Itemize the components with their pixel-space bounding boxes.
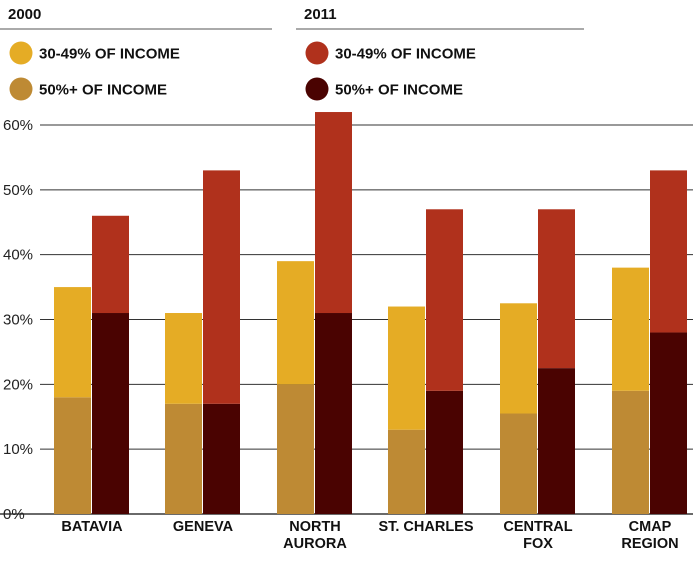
bar-2011-50plus-2 (315, 313, 352, 514)
legend-label-2000-1: 50%+ OF INCOME (39, 82, 167, 99)
x-category-label-line: BATAVIA (61, 519, 123, 535)
x-category-label-4: CENTRAL FOX (503, 519, 572, 552)
bar-2000-50plus-5 (612, 390, 649, 514)
legend-title-2011: 2011 (304, 6, 337, 23)
bar-2011-30-49-2 (315, 112, 352, 314)
x-category-label-line: GENEVA (173, 519, 234, 535)
x-category-label-3: ST. CHARLES (378, 519, 473, 535)
bar-2011-50plus-1 (203, 403, 240, 514)
y-tick-label-5: 50% (3, 182, 33, 199)
bar-2000-50plus-2 (277, 384, 314, 514)
x-category-label-2: NORTH AURORA (283, 519, 347, 552)
x-category-label-line: CENTRAL (503, 519, 572, 535)
bar-2000-30-49-2 (277, 261, 314, 385)
bar-2011-50plus-5 (650, 332, 687, 514)
bar-2011-30-49-1 (203, 170, 240, 404)
bars (54, 112, 687, 514)
x-category-label-0: BATAVIA (61, 519, 123, 535)
x-category-label-line: FOX (523, 536, 553, 552)
y-tick-label-4: 40% (3, 247, 33, 264)
y-tick-label-3: 30% (3, 312, 33, 329)
bar-2000-30-49-0 (54, 287, 91, 398)
x-category-label-line: AURORA (283, 536, 347, 552)
y-tick-label-6: 60% (3, 117, 33, 134)
bar-2000-50plus-3 (388, 429, 425, 514)
bar-2011-50plus-4 (538, 368, 575, 514)
x-category-label-line: ST. CHARLES (378, 519, 473, 535)
legend-label-2000-0: 30-49% OF INCOME (39, 46, 180, 63)
x-category-label-line: NORTH (289, 519, 341, 535)
legend-label-2011-0: 30-49% OF INCOME (335, 46, 476, 63)
bar-2000-50plus-0 (54, 397, 91, 514)
bar-2011-30-49-0 (92, 215, 129, 314)
y-axis-ticks: 0% 10% 20% 30% 40% 50% 60% (3, 117, 33, 523)
legend-title-2000: 2000 (8, 6, 41, 23)
legend-swatch-2000-1 (9, 77, 33, 101)
y-tick-label-0: 0% (3, 506, 25, 523)
bar-2000-50plus-4 (500, 413, 537, 514)
legend: 2000 30-49% OF INCOME 50%+ OF INCOME 2011 30… (0, 6, 584, 101)
x-category-label-1: GENEVA (173, 519, 234, 535)
legend-swatch-2000-0 (9, 41, 33, 65)
x-axis-labels: BATAVIA GENEVA NORTH AURORA ST. CHARLES CENTR… (61, 519, 678, 552)
bar-2011-50plus-3 (426, 390, 463, 514)
bar-2011-30-49-4 (538, 209, 575, 369)
bar-2011-30-49-5 (650, 170, 687, 333)
legend-label-2011-1: 50%+ OF INCOME (335, 82, 463, 99)
x-category-label-line: CMAP (629, 519, 672, 535)
x-category-label-5: CMAP REGION (621, 519, 678, 552)
legend-swatch-2011-0 (305, 41, 329, 65)
x-category-label-line: REGION (621, 536, 678, 552)
bar-2011-30-49-3 (426, 209, 463, 391)
bar-2011-50plus-0 (92, 313, 129, 514)
bar-2000-30-49-4 (500, 303, 537, 414)
y-tick-label-2: 20% (3, 376, 33, 393)
legend-swatch-2011-1 (305, 77, 329, 101)
bar-2000-30-49-1 (165, 313, 202, 404)
bar-2000-30-49-3 (388, 306, 425, 430)
bar-2000-30-49-5 (612, 267, 649, 391)
y-tick-label-1: 10% (3, 441, 33, 458)
bar-2000-50plus-1 (165, 403, 202, 514)
